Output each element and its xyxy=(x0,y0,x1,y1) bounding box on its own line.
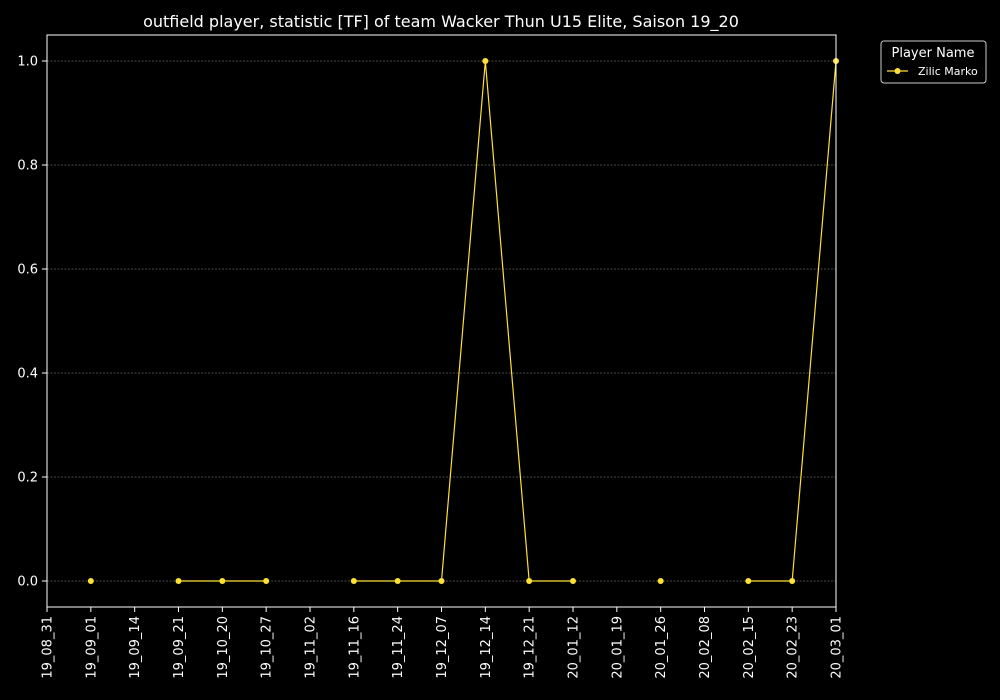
legend-label: Zilic Marko xyxy=(918,65,978,78)
x-tick-label: 19_12_21 xyxy=(523,616,538,679)
x-tick-label: 19_10_27 xyxy=(260,616,275,679)
series-points xyxy=(87,58,839,584)
x-tick-label: 20_03_01 xyxy=(830,616,845,679)
grid xyxy=(47,60,836,582)
x-tick-label: 19_10_20 xyxy=(216,616,231,679)
x-tick-label: 19_12_07 xyxy=(435,616,450,679)
x-tick-label: 19_11_24 xyxy=(391,616,406,679)
legend: Player Name Zilic Marko xyxy=(880,40,987,84)
y-tick-label: 0.4 xyxy=(17,367,38,382)
chart-title: outfield player, statistic [TF] of team … xyxy=(143,12,739,32)
data-point xyxy=(350,578,357,584)
y-tick-label: 1.0 xyxy=(17,55,38,70)
data-point xyxy=(526,578,533,584)
data-point xyxy=(263,578,270,584)
x-tick-label: 19_11_02 xyxy=(304,616,319,679)
data-point xyxy=(789,578,796,584)
data-point xyxy=(482,58,489,64)
series-line xyxy=(353,60,573,582)
legend-swatch-marker xyxy=(894,68,901,74)
legend-box xyxy=(880,40,987,84)
x-tick-label: 19_08_31 xyxy=(41,616,56,679)
x-tick-label: 20_02_23 xyxy=(786,616,801,679)
y-tick-label: 0.0 xyxy=(17,575,38,590)
x-tick-label: 19_09_21 xyxy=(172,616,187,679)
data-point xyxy=(219,578,226,584)
legend-title: Player Name xyxy=(892,46,975,61)
x-tick-label: 20_02_08 xyxy=(698,616,713,679)
x-tick-label: 19_09_01 xyxy=(84,616,99,679)
x-tick-label: 20_01_26 xyxy=(654,616,669,679)
x-tick-label: 20_01_12 xyxy=(567,616,582,679)
x-tick-label: 20_02_15 xyxy=(742,616,757,679)
x-tick-label: 20_01_19 xyxy=(610,616,625,679)
x-axis: 19_08_31 19_09_01 19_09_14 19_09_21 19_10_20… xyxy=(41,607,845,679)
y-tick-label: 0.8 xyxy=(17,159,38,174)
data-point xyxy=(570,578,576,584)
x-tick-label: 19_12_14 xyxy=(479,616,494,679)
plot-frame xyxy=(46,34,837,608)
x-tick-label: 19_11_16 xyxy=(347,616,362,679)
y-axis: 0.0 0.2 0.4 0.6 0.8 1.0 xyxy=(17,55,47,590)
x-tick-label: 19_09_14 xyxy=(128,616,143,679)
data-point xyxy=(657,578,664,584)
y-tick-label: 0.6 xyxy=(17,263,38,278)
data-point xyxy=(745,578,752,584)
y-tick-label: 0.2 xyxy=(17,471,38,486)
series-lines xyxy=(178,60,837,582)
data-point xyxy=(438,578,445,584)
data-point xyxy=(87,578,94,584)
data-point xyxy=(394,578,401,584)
data-point xyxy=(175,578,182,584)
series-line xyxy=(748,60,837,582)
